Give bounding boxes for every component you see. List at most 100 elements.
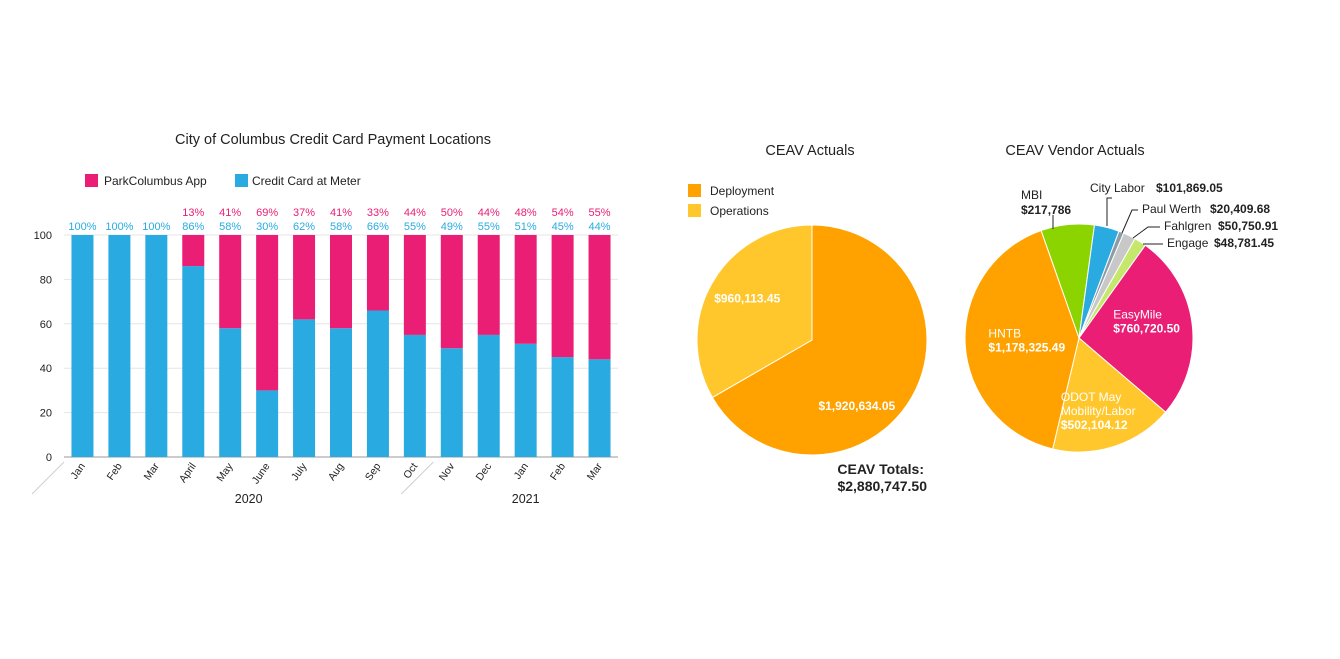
pie-slice-odot-may-mobility-labor	[1052, 337, 1167, 453]
slice-value-label-easymile: $760,720.50	[1113, 321, 1180, 335]
bar-parkcolumbus-app	[514, 235, 537, 344]
group-label: 2021	[512, 492, 540, 506]
bar-credit-card-at-meter	[293, 319, 316, 457]
bar-parkcolumbus-app	[256, 235, 279, 391]
pie-slice-operations	[696, 224, 813, 399]
x-tick-label: May	[214, 460, 236, 484]
bar-parkcolumbus-app	[366, 235, 389, 311]
callout-value-fahlgren: $50,750.91	[1218, 219, 1278, 233]
x-tick-label: Aug	[326, 461, 347, 483]
x-tick-label: Mar	[585, 460, 605, 482]
y-tick-label: 80	[40, 274, 52, 286]
slice-value-label-deployment: $1,920,634.05	[818, 399, 895, 413]
bar-credit-card-at-meter	[440, 348, 463, 457]
pie-slice-hntb	[964, 229, 1080, 450]
bar-credit-card-at-meter	[330, 328, 352, 457]
bar-credit-card-at-meter	[145, 235, 168, 457]
data-label-credit-card-at-meter: 58%	[330, 221, 352, 233]
callout-name-paul-werth: Paul Werth	[1142, 202, 1201, 216]
data-label-credit-card-at-meter: 45%	[552, 221, 574, 233]
bar-credit-card-at-meter	[551, 357, 574, 457]
x-tick-label: Mar	[142, 460, 162, 482]
slice-value-label-hntb: $1,178,325.49	[988, 341, 1065, 355]
legend-swatch-credit-card-at-meter	[235, 174, 248, 187]
data-label-parkcolumbus-app: 54%	[552, 207, 574, 219]
data-label-credit-card-at-meter: 55%	[404, 221, 426, 233]
group-separator	[400, 461, 434, 495]
data-label-parkcolumbus-app: 37%	[293, 207, 315, 219]
totals-label: CEAV Totals:	[837, 461, 924, 477]
x-tick-label: Jan	[68, 461, 88, 482]
data-label-parkcolumbus-app: 41%	[219, 207, 241, 219]
ceav-vendor-actuals-title: CEAV Vendor Actuals	[1005, 143, 1144, 159]
bar-parkcolumbus-app	[440, 235, 463, 349]
x-tick-label: June	[250, 461, 273, 487]
y-tick-label: 20	[40, 408, 52, 420]
y-tick-label: 100	[34, 230, 52, 242]
callout-value-paul-werth: $20,409.68	[1210, 202, 1270, 216]
data-label-parkcolumbus-app: 33%	[367, 207, 389, 219]
bar-credit-card-at-meter	[514, 343, 537, 457]
legend-label-operations: Operations	[710, 204, 769, 218]
data-label-credit-card-at-meter: 100%	[105, 221, 133, 233]
slice-value-label-odot: $502,104.12	[1061, 418, 1128, 432]
data-label-parkcolumbus-app: 41%	[330, 207, 352, 219]
bar-credit-card-at-meter	[182, 266, 205, 457]
data-label-parkcolumbus-app: 48%	[515, 207, 537, 219]
legend-swatch-deployment	[688, 184, 701, 197]
x-tick-label: Nov	[437, 460, 458, 483]
bar-parkcolumbus-app	[219, 235, 242, 329]
bar-credit-card-at-meter	[256, 390, 279, 457]
pie-slice-deployment	[711, 224, 928, 456]
callout-name-engage: Engage	[1167, 236, 1209, 250]
bar-parkcolumbus-app	[293, 235, 316, 320]
data-label-parkcolumbus-app: 13%	[182, 207, 204, 219]
bar-credit-card-at-meter	[588, 359, 611, 457]
data-label-parkcolumbus-app: 50%	[441, 207, 463, 219]
callout-value-city-labor: $101,869.05	[1156, 181, 1223, 195]
pie-slice-engage	[1078, 238, 1146, 339]
callout-leader-fahlgren	[1132, 226, 1160, 239]
x-tick-label: Feb	[105, 461, 125, 483]
y-tick-label: 0	[46, 452, 52, 464]
x-tick-label: Sep	[363, 461, 384, 483]
callout-value-engage: $48,781.45	[1214, 236, 1274, 250]
bar-credit-card-at-meter	[219, 328, 242, 457]
callout-leader-city-labor	[1106, 197, 1112, 226]
callout-name-fahlgren: Fahlgren	[1164, 219, 1211, 233]
ceav-actuals-title: CEAV Actuals	[765, 143, 854, 159]
data-label-credit-card-at-meter: 86%	[182, 221, 204, 233]
data-label-credit-card-at-meter: 58%	[219, 221, 241, 233]
bar-credit-card-at-meter	[108, 235, 131, 457]
slice-value-label-operations: $960,113.45	[714, 291, 780, 305]
data-label-credit-card-at-meter: 66%	[367, 221, 389, 233]
x-tick-label: April	[177, 461, 199, 485]
data-label-parkcolumbus-app: 69%	[256, 207, 278, 219]
data-label-credit-card-at-meter: 30%	[256, 221, 278, 233]
data-label-parkcolumbus-app: 44%	[478, 207, 500, 219]
x-tick-label: Dec	[474, 461, 495, 483]
data-label-credit-card-at-meter: 55%	[478, 221, 500, 233]
totals-value: $2,880,747.50	[837, 478, 927, 494]
bar-parkcolumbus-app	[477, 235, 500, 335]
bar-parkcolumbus-app	[182, 235, 205, 267]
x-tick-label: July	[289, 460, 310, 483]
y-tick-label: 60	[40, 319, 52, 331]
bar-parkcolumbus-app	[330, 235, 352, 329]
group-label: 2020	[235, 492, 263, 506]
data-label-credit-card-at-meter: 100%	[142, 221, 170, 233]
legend-label-deployment: Deployment	[710, 184, 775, 198]
slice-name-label-odot-2: Mobility/Labor	[1061, 404, 1136, 418]
bar-credit-card-at-meter	[403, 334, 426, 457]
callout-value-mbi: $217,786	[1021, 203, 1071, 217]
data-label-parkcolumbus-app: 44%	[404, 207, 426, 219]
bar-chart-title: City of Columbus Credit Card Payment Loc…	[175, 132, 491, 148]
group-separator	[31, 461, 65, 495]
pie-slice-easymile	[1078, 244, 1194, 413]
legend-swatch-operations	[688, 204, 701, 217]
y-tick-label: 40	[40, 363, 52, 375]
bar-credit-card-at-meter	[71, 235, 94, 457]
bar-parkcolumbus-app	[551, 235, 574, 358]
x-tick-label: Jan	[512, 461, 532, 482]
